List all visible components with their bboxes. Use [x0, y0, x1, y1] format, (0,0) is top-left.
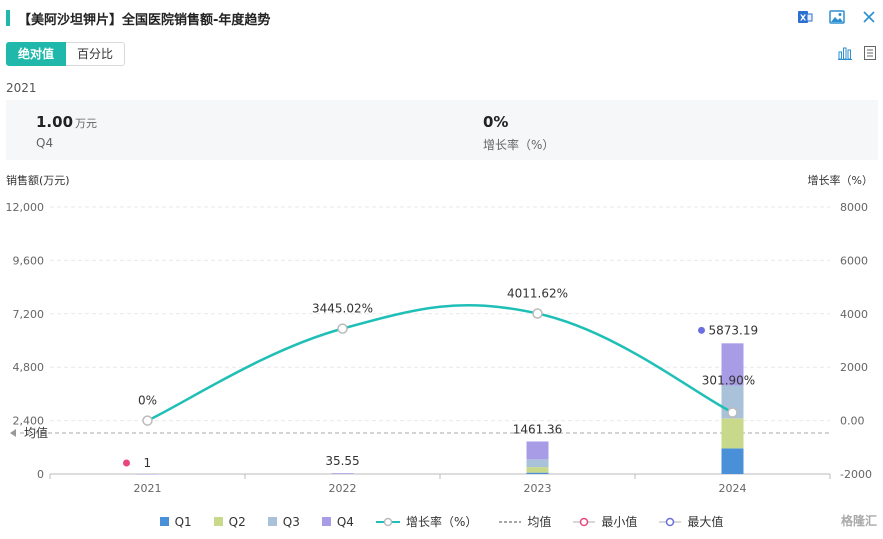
legend-item-average[interactable]: 均值	[499, 513, 551, 530]
total-label-2022: 35.55	[325, 454, 359, 468]
bar-q3-2023	[526, 459, 549, 468]
y-tick-label: 0	[37, 468, 44, 481]
legend-line-icon	[375, 517, 400, 526]
table-view-icon[interactable]	[863, 45, 877, 65]
legend-max-icon	[659, 517, 682, 526]
y2-tick-label: 0.00	[840, 415, 865, 428]
legend-item-q1[interactable]: Q1	[159, 513, 192, 530]
legend-min-icon	[573, 517, 596, 526]
y-tick-label: 7,200	[13, 308, 45, 321]
growth-label: 301.90%	[702, 374, 755, 388]
mode-tabs: 绝对值 百分比	[6, 42, 126, 66]
x-tick-label: 2021	[134, 482, 162, 495]
legend-item-max[interactable]: 最大值	[659, 513, 723, 530]
legend-item-growth[interactable]: 增长率（%）	[375, 513, 477, 530]
y-axis-title: 销售额(万元)	[6, 174, 70, 187]
selected-year: 2021	[6, 81, 37, 95]
bar-q2-2023	[526, 467, 549, 473]
growth-line-path	[146, 303, 734, 422]
legend-item-min[interactable]: 最小值	[573, 513, 637, 530]
growth-label: 增长率（%）	[483, 138, 555, 152]
total-label-2021: 1	[144, 456, 152, 470]
sales-unit: 万元	[75, 117, 98, 130]
y2-tick-label: 8000	[840, 201, 868, 214]
growth-point	[142, 415, 153, 426]
y-tick-label: 2,400	[13, 415, 45, 428]
bar-q4-2021	[136, 473, 159, 475]
total-label-2023: 1461.36	[513, 422, 563, 436]
bar-q2-2024	[721, 418, 744, 449]
bar-q1-2023	[526, 472, 549, 474]
total-label-2024: 5873.19	[709, 323, 759, 337]
legend-item-q4[interactable]: Q4	[321, 513, 354, 530]
growth-label: 0%	[138, 394, 157, 408]
legend-item-q2[interactable]: Q2	[213, 513, 246, 530]
excel-export-icon[interactable]: X	[796, 8, 814, 26]
max-marker	[698, 326, 705, 334]
average-marker	[10, 428, 16, 437]
stacked-bars	[136, 343, 744, 475]
sales-summary: 1.00 万元 Q4	[36, 112, 97, 150]
chart-legend: Q1 Q2 Q3 Q4 增长率（%） 均值 最小值 最大值	[0, 513, 883, 530]
bar-q4-2024	[721, 343, 744, 386]
bar-q4-2023	[526, 441, 549, 460]
y-tick-label: 9,600	[13, 254, 45, 267]
tab-percentage[interactable]: 百分比	[66, 42, 126, 66]
title-accent-bar	[6, 10, 10, 26]
y2-tick-label: 6000	[840, 254, 868, 267]
header-actions: X	[796, 8, 878, 26]
x-tick-label: 2023	[524, 482, 552, 495]
bar-q4-2022	[331, 473, 354, 474]
sales-value: 1.00	[36, 113, 74, 131]
y-tick-label: 4,800	[13, 361, 45, 374]
chart-header: 【美阿沙坦钾片】全国医院销售额-年度趋势 X	[6, 8, 878, 30]
legend-item-q3[interactable]: Q3	[267, 513, 300, 530]
growth-point	[337, 323, 348, 334]
x-tick-label: 2022	[329, 482, 357, 495]
y2-tick-label: 4000	[840, 308, 868, 321]
legend-swatch	[213, 517, 223, 526]
growth-point	[532, 308, 543, 319]
growth-line	[142, 303, 738, 426]
tab-absolute[interactable]: 绝对值	[6, 42, 67, 66]
legend-swatch	[267, 517, 277, 526]
growth-label: 4011.62%	[507, 286, 568, 300]
legend-dash-icon	[499, 520, 522, 523]
y2-tick-label: -2000	[840, 468, 872, 481]
y2-axis-title: 增长率（%）	[807, 174, 873, 187]
y-tick-label: 12,000	[6, 201, 45, 214]
y2-tick-label: 2000	[840, 361, 868, 374]
growth-summary: 0% 增长率（%）	[483, 112, 554, 153]
axes: 0 2,400 4,800 7,200 9,600 12,000 -2000 0.00 2000…	[6, 201, 872, 495]
x-tick-label: 2024	[719, 482, 747, 495]
min-marker	[123, 459, 130, 467]
growth-value: 0%	[483, 113, 509, 131]
legend-swatch	[321, 517, 331, 526]
svg-text:X: X	[800, 14, 807, 23]
gridlines	[20, 206, 830, 434]
image-export-icon[interactable]	[828, 8, 846, 26]
growth-point	[727, 407, 738, 418]
summary-panel: 1.00 万元 Q4 0% 增长率（%）	[6, 100, 878, 160]
sales-period: Q4	[36, 136, 54, 150]
average-label: 均值	[24, 425, 48, 440]
data-labels: 均值 1 35.55 1461.36 5873.19 0% 3445.02% 4011.62%…	[10, 286, 759, 470]
watermark: 格隆汇	[840, 514, 877, 528]
bar-q1-2024	[721, 448, 744, 474]
legend-swatch	[159, 517, 169, 526]
view-switcher	[837, 45, 877, 65]
growth-label: 3445.02%	[312, 302, 373, 316]
fullscreen-icon[interactable]	[860, 8, 878, 26]
bar-chart-icon[interactable]	[837, 45, 853, 65]
chart-title: 【美阿沙坦钾片】全国医院销售额-年度趋势	[18, 13, 271, 28]
